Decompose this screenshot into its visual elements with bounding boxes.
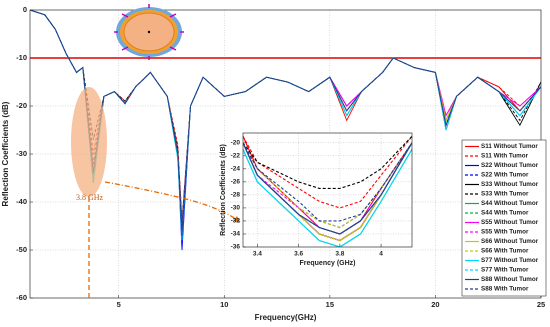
y-tick-label: -40	[16, 197, 27, 206]
y-tick-label: -60	[16, 293, 27, 302]
highlight-ellipse	[71, 87, 107, 197]
y-tick-label: -24	[231, 166, 241, 173]
legend-label: S77 Without Tumor	[481, 257, 539, 264]
x-tick-label: 15	[326, 300, 334, 309]
antenna-icon	[114, 4, 184, 60]
plot-frame	[242, 132, 413, 248]
legend-label: S66 With Tumor	[481, 248, 529, 255]
y-tick-label: -30	[16, 149, 27, 158]
x-tick-label: 20	[431, 300, 439, 309]
series-line	[243, 142, 412, 222]
legend-label: S88 With Tumor	[481, 286, 529, 293]
y-tick-label: -22	[231, 153, 241, 160]
y-tick-label: -28	[231, 192, 241, 199]
x-tick-label: 25	[537, 300, 545, 309]
legend-label: S44 With Tumor	[481, 210, 529, 217]
arrow	[104, 181, 241, 223]
series-line	[30, 10, 541, 227]
legend-label: S33 Without Tumor	[481, 181, 539, 188]
series-line	[243, 149, 412, 247]
series-line	[243, 135, 412, 189]
legend-label: S22 With Tumor	[481, 172, 529, 179]
x-axis-label: Frequency(GHz)	[255, 313, 317, 322]
y-tick-label: -50	[16, 245, 27, 254]
y-tick-label: -30	[231, 205, 241, 212]
legend-label: S66 Without Tumor	[481, 238, 539, 245]
legend-label: S22 Without Tumor	[481, 162, 539, 169]
x-tick-label: 10	[220, 300, 228, 309]
series-line	[243, 142, 412, 229]
legend-label: S33 With Tumor	[481, 191, 529, 198]
legend-label: S77 With Tumor	[481, 267, 529, 274]
inset-plot: -20 -22 -24 -26 -28 -30 -32 -34 -36 3.4 3.6 3.8 4 Fre…	[220, 132, 413, 267]
x-tick-label: 3.4	[253, 251, 262, 258]
x-tick-label: 4	[379, 251, 383, 258]
legend-label: S11 Without Tumor	[481, 143, 538, 150]
x-axis-label: Frequency (GHz)	[299, 260, 355, 267]
y-axis-label: Reflection Coefficients (dB)	[1, 101, 10, 206]
series-line	[243, 135, 412, 209]
series-group	[243, 135, 412, 247]
legend-label: S55 Without Tumor	[481, 219, 539, 226]
y-tick-label: -20	[16, 101, 27, 110]
x-tick-label: 3.6	[294, 251, 303, 258]
legend-label: S44 Without Tumor	[481, 200, 539, 207]
legend-label: S55 With Tumor	[481, 229, 529, 236]
y-tick-label: -32	[231, 218, 241, 225]
annotation: 3.8 GHz	[76, 193, 104, 202]
legend: S11 Without Tumor S11 With Tumor S22 Witho…	[461, 139, 547, 297]
y-tick-label: -10	[16, 53, 27, 62]
series-line	[243, 142, 412, 235]
x-tick-label: 5	[117, 300, 121, 309]
legend-label: S88 Without Tumor	[481, 276, 539, 283]
y-tick-label: -36	[231, 244, 241, 251]
x-tick-label: 3.8	[335, 251, 344, 258]
arrow-head	[233, 216, 240, 222]
y-tick-label: 0	[23, 5, 27, 14]
y-tick-label: -34	[231, 231, 241, 238]
legend-label: S11 With Tumor	[481, 153, 529, 160]
y-axis-label: Reflection Coefficients (dB)	[220, 144, 227, 236]
y-tick-label: -20	[231, 139, 241, 146]
y-tick-label: -26	[231, 179, 241, 186]
